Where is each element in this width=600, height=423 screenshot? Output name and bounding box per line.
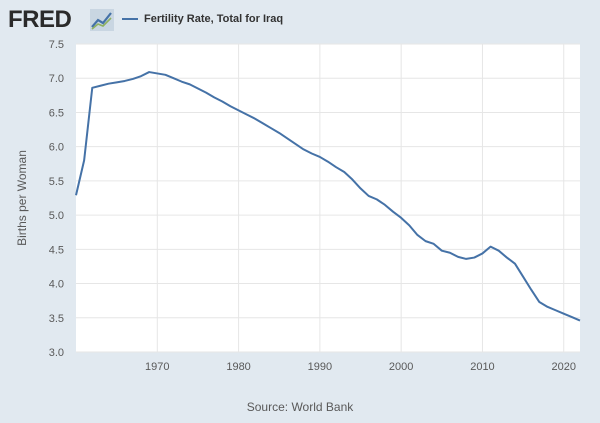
chart-header: FRED Fertility Rate, Total for Iraq <box>0 0 600 38</box>
y-tick-label: 4.5 <box>49 244 64 256</box>
y-tick-label: 6.0 <box>49 142 64 154</box>
x-axis-ticks: 1970 1980 1990 2000 2010 2020 <box>145 361 576 373</box>
y-tick-label: 4.0 <box>49 279 64 291</box>
y-tick-label: 5.0 <box>49 210 64 222</box>
legend-series-label: Fertility Rate, Total for Iraq <box>144 13 284 25</box>
y-tick-label: 3.5 <box>49 313 64 325</box>
legend-series-swatch <box>122 18 138 20</box>
y-tick-label: 5.5 <box>49 176 64 188</box>
x-tick-label: 1990 <box>308 361 332 373</box>
plot-area <box>76 44 580 352</box>
x-tick-label: 1980 <box>226 361 250 373</box>
y-axis-title: Births per Woman <box>15 150 29 246</box>
x-tick-label: 1970 <box>145 361 169 373</box>
fred-logo[interactable]: FRED <box>8 6 118 34</box>
chart-legend[interactable]: Fertility Rate, Total for Iraq <box>122 11 283 27</box>
y-tick-label: 7.5 <box>49 39 64 51</box>
trend-line-icon <box>90 9 114 31</box>
y-tick-label: 3.0 <box>49 347 64 359</box>
x-tick-label: 2020 <box>551 361 575 373</box>
y-axis-ticks: 3.0 3.5 4.0 4.5 5.0 5.5 6.0 6.5 7.0 7.5 <box>49 39 64 359</box>
y-tick-label: 6.5 <box>49 107 64 119</box>
series-line-fertility-rate-iraq[interactable] <box>75 71 581 322</box>
source-note: Source: World Bank <box>246 400 354 414</box>
x-tick-label: 2010 <box>470 361 494 373</box>
x-tick-label: 2000 <box>389 361 413 373</box>
fred-logo-text: FRED <box>8 6 72 33</box>
y-tick-label: 7.0 <box>49 73 64 85</box>
